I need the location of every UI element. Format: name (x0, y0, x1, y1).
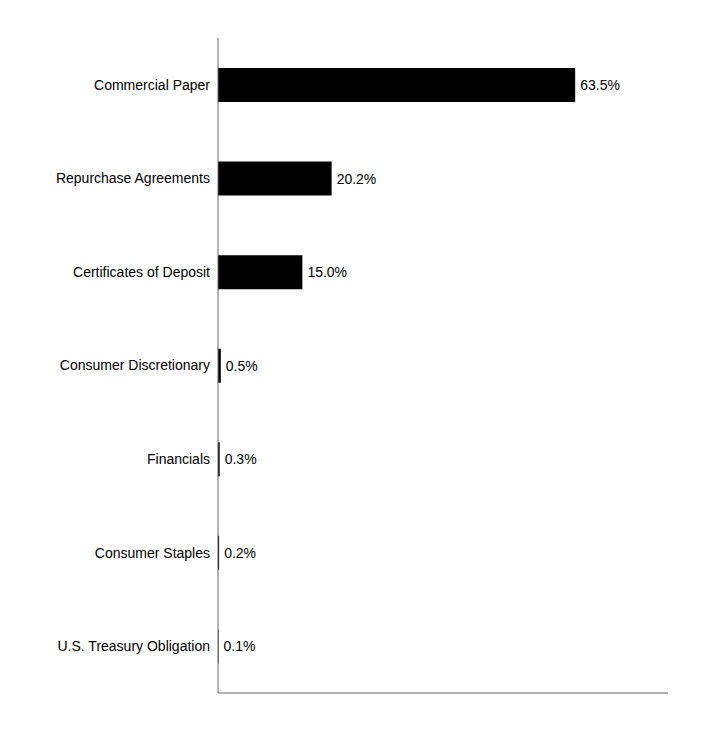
svg-text:15.0%: 15.0% (307, 264, 347, 280)
svg-text:Commercial Paper: Commercial Paper (94, 77, 210, 93)
svg-text:Certificates of Deposit: Certificates of Deposit (73, 264, 210, 280)
svg-text:20.2%: 20.2% (337, 171, 377, 187)
svg-text:0.2%: 0.2% (224, 545, 256, 561)
svg-text:Repurchase Agreements: Repurchase Agreements (56, 170, 210, 186)
svg-text:0.3%: 0.3% (225, 451, 257, 467)
svg-text:63.5%: 63.5% (580, 77, 620, 93)
svg-text:Consumer Staples: Consumer Staples (95, 545, 210, 561)
svg-text:Financials: Financials (147, 451, 210, 467)
svg-text:Consumer Discretionary: Consumer Discretionary (60, 357, 210, 373)
svg-text:0.1%: 0.1% (224, 638, 256, 654)
svg-text:U.S. Treasury Obligation: U.S. Treasury Obligation (57, 638, 210, 654)
svg-text:0.5%: 0.5% (226, 358, 258, 374)
